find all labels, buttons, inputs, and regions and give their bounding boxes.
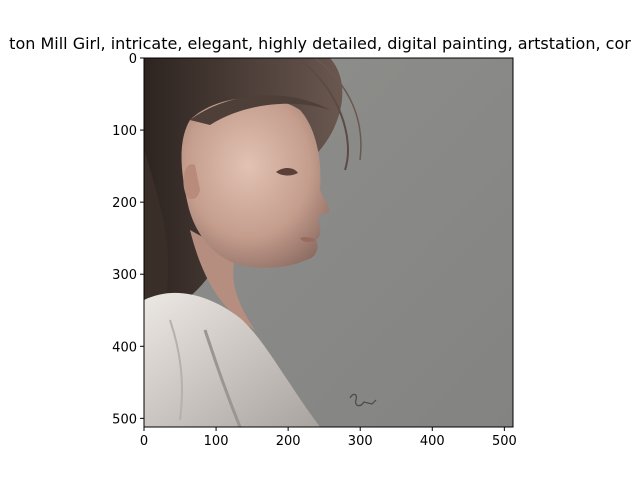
x-tick-label: 100 <box>204 434 229 449</box>
y-tick-label: 500 <box>112 412 137 427</box>
y-tick-label: 400 <box>112 340 137 355</box>
y-tick-label: 100 <box>112 124 137 139</box>
y-tick-label: 0 <box>129 52 137 67</box>
shirt <box>144 292 320 427</box>
figure-title: ton Mill Girl, intricate, elegant, highl… <box>9 34 631 53</box>
portrait-image <box>144 58 513 427</box>
x-axis: 0 100 200 300 400 500 <box>140 427 517 449</box>
x-tick-label: 0 <box>140 434 148 449</box>
x-tick-label: 200 <box>276 434 301 449</box>
x-tick-label: 300 <box>348 434 373 449</box>
y-axis: 0 100 200 300 400 500 <box>112 52 144 427</box>
y-tick-label: 200 <box>112 196 137 211</box>
y-tick-label: 300 <box>112 268 137 283</box>
signature <box>349 393 377 407</box>
axes-frame <box>143 57 514 428</box>
x-tick-label: 400 <box>420 434 445 449</box>
eye <box>276 167 298 176</box>
x-tick-label: 500 <box>492 434 517 449</box>
face <box>181 97 330 268</box>
